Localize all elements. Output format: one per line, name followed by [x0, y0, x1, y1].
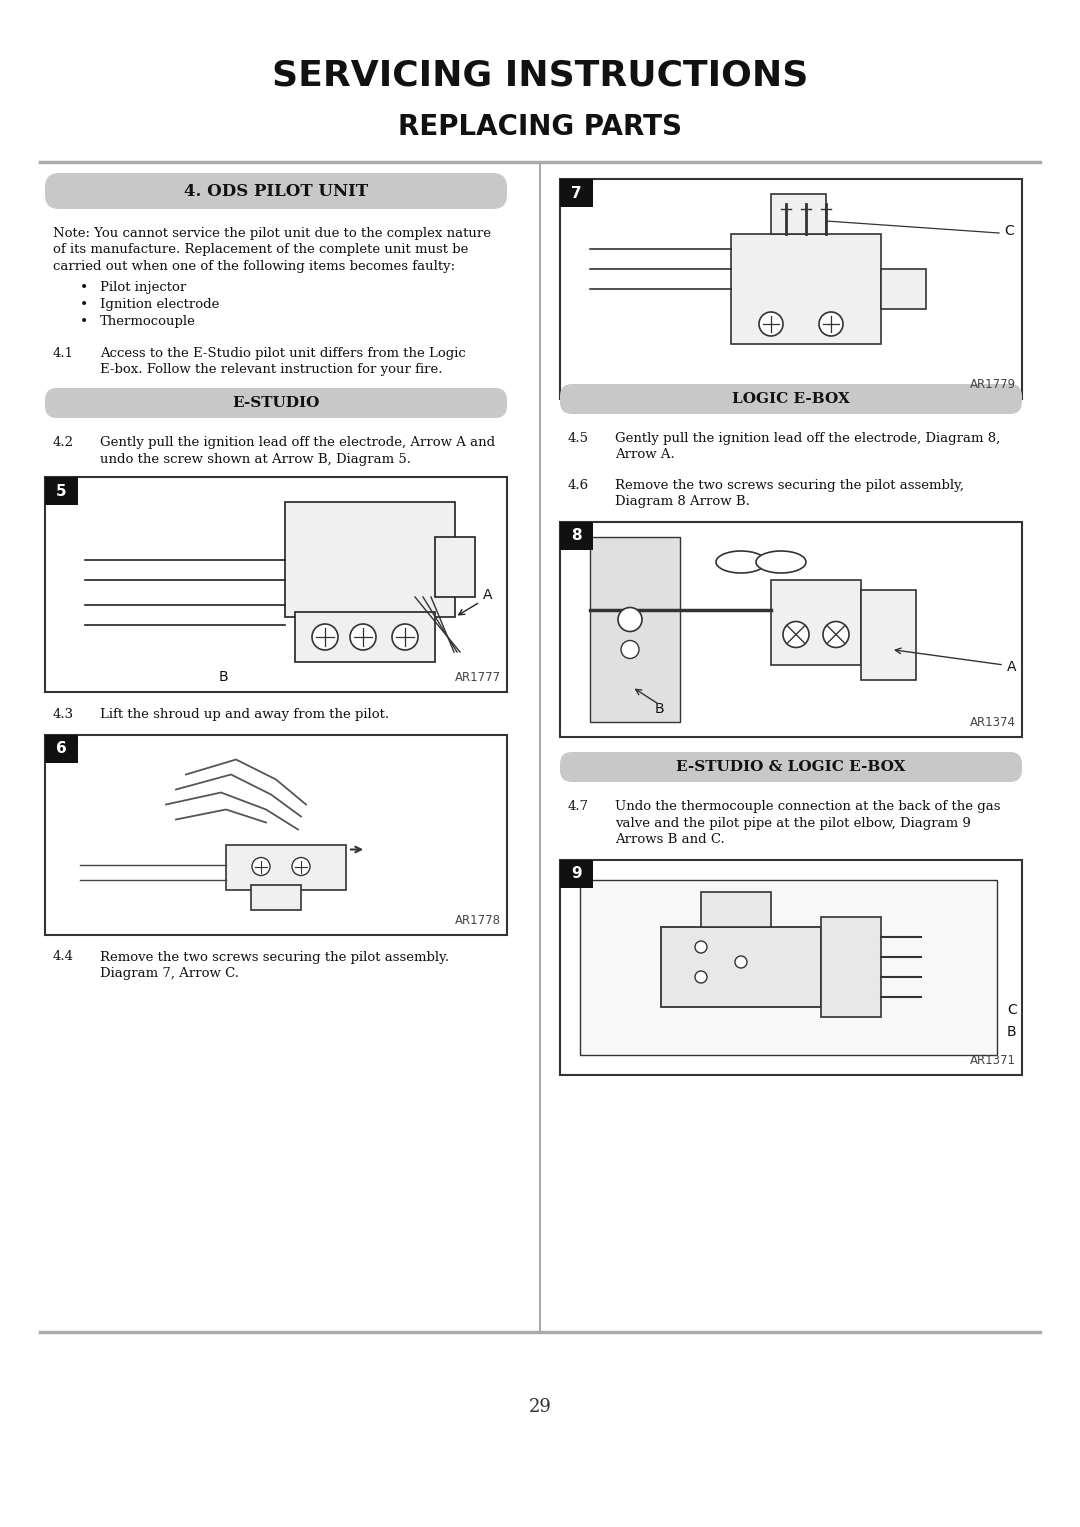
Text: B: B [218, 670, 228, 684]
Text: of its manufacture. Replacement of the complete unit must be: of its manufacture. Replacement of the c… [53, 243, 469, 257]
Text: 6: 6 [56, 741, 67, 756]
Bar [295, 612, 435, 663]
Bar [45, 734, 507, 935]
Text: Pilot injector: Pilot injector [100, 281, 186, 293]
Text: Undo the thermocouple connection at the back of the gas: Undo the thermocouple connection at the … [615, 800, 1000, 812]
Ellipse shape [716, 551, 766, 573]
Text: E-box. Follow the relevant instruction for your fire.: E-box. Follow the relevant instruction f… [100, 363, 443, 377]
Bar [561, 179, 1022, 399]
Circle shape [735, 956, 747, 968]
Bar [226, 844, 346, 890]
Bar [580, 880, 997, 1055]
Text: REPLACING PARTS: REPLACING PARTS [399, 113, 681, 140]
Text: B: B [654, 702, 664, 716]
FancyBboxPatch shape [45, 388, 507, 418]
Text: Remove the two screws securing the pilot assembly,: Remove the two screws securing the pilot… [615, 479, 964, 492]
Bar [561, 522, 1022, 738]
Circle shape [819, 312, 843, 336]
Bar [561, 522, 593, 550]
Bar [251, 884, 301, 910]
Text: 7: 7 [571, 185, 582, 200]
Text: •: • [80, 281, 89, 295]
Text: undo the screw shown at Arrow B, Diagram 5.: undo the screw shown at Arrow B, Diagram… [100, 452, 411, 466]
Text: Remove the two screws securing the pilot assembly.: Remove the two screws securing the pilot… [100, 950, 449, 964]
Circle shape [312, 625, 338, 651]
Text: 4.5: 4.5 [568, 432, 589, 444]
Text: Gently pull the ignition lead off the electrode, Arrow A and: Gently pull the ignition lead off the el… [100, 437, 495, 449]
Text: Arrow A.: Arrow A. [615, 449, 675, 461]
Text: Diagram 8 Arrow B.: Diagram 8 Arrow B. [615, 495, 750, 508]
Text: A: A [1007, 660, 1016, 673]
Text: AR1374: AR1374 [970, 716, 1016, 728]
Text: Thermocouple: Thermocouple [100, 316, 195, 328]
FancyBboxPatch shape [45, 173, 507, 209]
Text: AR1777: AR1777 [455, 670, 501, 684]
Text: B: B [1007, 1026, 1016, 1040]
Text: 4. ODS PILOT UNIT: 4. ODS PILOT UNIT [184, 183, 368, 200]
Circle shape [292, 858, 310, 875]
Bar [771, 580, 861, 664]
Bar [861, 589, 916, 680]
Bar [661, 927, 821, 1006]
Text: E-STUDIO & LOGIC E-BOX: E-STUDIO & LOGIC E-BOX [676, 760, 906, 774]
Text: AR1778: AR1778 [455, 913, 501, 927]
Text: C: C [1007, 1003, 1016, 1017]
Bar [45, 734, 78, 762]
Circle shape [350, 625, 376, 651]
Text: AR1779: AR1779 [970, 379, 1016, 391]
Text: 29: 29 [528, 1399, 552, 1416]
Text: 4.2: 4.2 [53, 437, 75, 449]
Text: 5: 5 [56, 484, 67, 498]
Text: •: • [80, 316, 89, 330]
Bar [45, 476, 78, 505]
Bar [285, 502, 455, 617]
Text: E-STUDIO: E-STUDIO [232, 395, 320, 411]
Text: 4.3: 4.3 [53, 709, 75, 721]
FancyBboxPatch shape [561, 751, 1022, 782]
Text: 4.1: 4.1 [53, 347, 75, 360]
Bar [561, 860, 593, 887]
Bar [590, 538, 680, 722]
Text: AR1371: AR1371 [970, 1054, 1016, 1066]
Text: Ignition electrode: Ignition electrode [100, 298, 219, 312]
Text: valve and the pilot pipe at the pilot elbow, Diagram 9: valve and the pilot pipe at the pilot el… [615, 817, 971, 829]
Circle shape [783, 621, 809, 647]
Circle shape [696, 971, 707, 983]
Bar [821, 918, 881, 1017]
Text: C: C [1004, 224, 1014, 238]
Text: Lift the shroud up and away from the pilot.: Lift the shroud up and away from the pil… [100, 709, 389, 721]
Ellipse shape [756, 551, 806, 573]
Bar [435, 538, 475, 597]
Text: A: A [483, 588, 492, 602]
Text: SERVICING INSTRUCTIONS: SERVICING INSTRUCTIONS [272, 58, 808, 92]
Circle shape [252, 858, 270, 875]
Bar [561, 179, 593, 208]
Text: 8: 8 [571, 528, 582, 544]
Text: 9: 9 [571, 866, 582, 881]
Bar [561, 860, 1022, 1075]
FancyBboxPatch shape [561, 383, 1022, 414]
Bar [771, 194, 826, 234]
Circle shape [621, 640, 639, 658]
Text: Gently pull the ignition lead off the electrode, Diagram 8,: Gently pull the ignition lead off the el… [615, 432, 1000, 444]
Text: Arrows B and C.: Arrows B and C. [615, 834, 725, 846]
Circle shape [696, 941, 707, 953]
Text: LOGIC E-BOX: LOGIC E-BOX [732, 392, 850, 406]
Text: Diagram 7, Arrow C.: Diagram 7, Arrow C. [100, 967, 239, 980]
Text: 4.7: 4.7 [568, 800, 589, 812]
Bar [45, 476, 507, 692]
Text: 4.4: 4.4 [53, 950, 75, 964]
Bar [731, 234, 881, 344]
Circle shape [618, 608, 642, 632]
Circle shape [823, 621, 849, 647]
Circle shape [392, 625, 418, 651]
Text: carried out when one of the following items becomes faulty:: carried out when one of the following it… [53, 260, 455, 273]
Text: 4.6: 4.6 [568, 479, 589, 492]
Bar [881, 269, 926, 308]
Bar [701, 892, 771, 927]
Text: Note: You cannot service the pilot unit due to the complex nature: Note: You cannot service the pilot unit … [53, 228, 491, 240]
Circle shape [759, 312, 783, 336]
Text: Access to the E-Studio pilot unit differs from the Logic: Access to the E-Studio pilot unit differ… [100, 347, 465, 360]
Text: •: • [80, 298, 89, 312]
